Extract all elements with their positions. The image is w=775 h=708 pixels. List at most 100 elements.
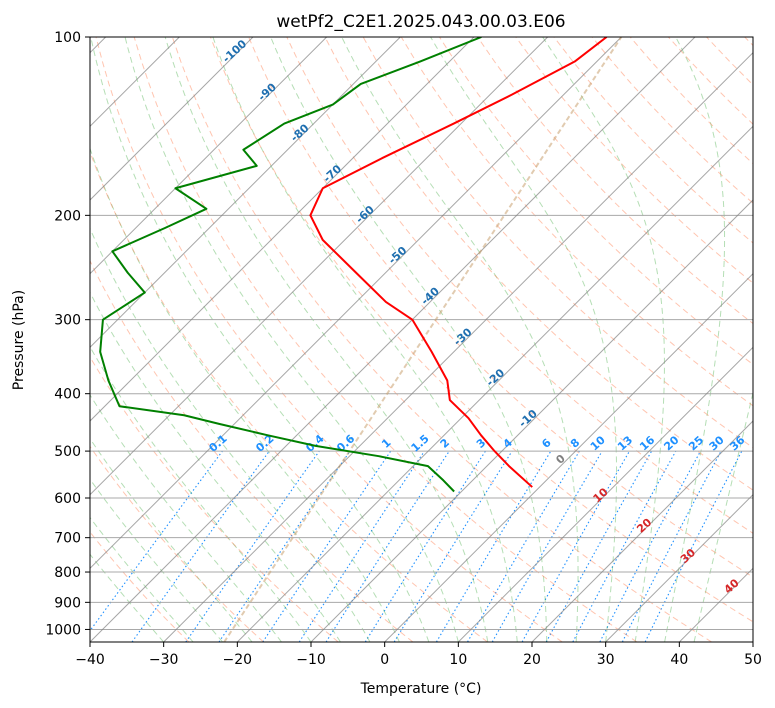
dry-adiabat	[477, 37, 753, 325]
isotherm	[90, 37, 328, 275]
mixing-ratio-line	[521, 450, 630, 642]
dry-adiabat	[171, 37, 712, 642]
y-tick-label: 1000	[45, 622, 81, 638]
moist-adiabat	[90, 345, 312, 642]
isotherm	[90, 37, 549, 496]
y-tick-label: 800	[54, 565, 81, 581]
moist-adiabat	[90, 553, 165, 642]
mixing-ratio-label: 1	[379, 436, 393, 451]
x-tick-label: −30	[149, 652, 179, 668]
isotherm	[163, 51, 753, 642]
mixing-ratio-lines	[90, 450, 743, 642]
moist-adiabat	[90, 478, 223, 642]
isobar-lines	[90, 37, 753, 630]
mixing-ratio-line	[644, 450, 743, 642]
dewpoint-line	[99, 37, 482, 493]
moist-adiabat	[90, 437, 253, 642]
dry-adiabat	[248, 37, 753, 578]
dry-adiabat	[324, 37, 753, 491]
moist-adiabat	[430, 37, 618, 642]
dry-adiabat-label: -90	[256, 80, 280, 103]
x-tick-label: −10	[296, 652, 326, 668]
dry-adiabat	[90, 356, 339, 642]
moist-adiabat-lines	[90, 37, 753, 642]
moist-adiabat	[164, 37, 489, 642]
dry-adiabat	[515, 37, 753, 284]
y-tick-label: 100	[54, 30, 81, 46]
moist-adiabat	[90, 516, 194, 642]
dry-adiabat	[133, 37, 638, 642]
isotherm	[90, 37, 475, 422]
mixing-ratio-label: 13	[615, 433, 635, 453]
x-tick-label: 20	[523, 652, 541, 668]
isotherm	[236, 125, 753, 642]
moist-adiabat-label: 40	[722, 576, 742, 596]
dry-adiabat-label: -70	[321, 162, 345, 185]
dry-adiabat-label: -30	[451, 325, 475, 348]
isotherm	[90, 37, 622, 570]
moist-adiabat	[212, 37, 518, 642]
mixing-ratio-line	[364, 450, 486, 642]
x-tick-label: −40	[75, 652, 105, 668]
contour-labels: -100-90-80-70-60-50-40-30-20-10010203040…	[206, 37, 747, 596]
x-axis-label: Temperature (°C)	[360, 681, 482, 697]
dry-adiabat-label: -60	[353, 203, 377, 226]
dry-adiabat	[95, 37, 563, 642]
isotherm	[605, 493, 753, 642]
mixing-ratio-line	[185, 450, 320, 642]
dry-adiabat	[90, 531, 190, 642]
dry-adiabat-label: -10	[516, 407, 540, 430]
moist-adiabat-label: 30	[678, 546, 698, 566]
y-tick-label: 500	[54, 444, 81, 460]
y-tick-label: 300	[54, 313, 81, 329]
y-tick-label: 200	[54, 208, 81, 224]
y-tick-label: 400	[54, 387, 81, 403]
y-tick-label: 600	[54, 491, 81, 507]
dry-adiabat	[744, 37, 753, 47]
dry-adiabat	[90, 445, 264, 642]
lcl-curve	[223, 37, 623, 642]
mixing-ratio-line	[218, 450, 351, 642]
y-tick-label: 700	[54, 531, 81, 547]
x-tick-label: −20	[223, 652, 253, 668]
moist-adiabat	[124, 37, 459, 642]
isotherm	[90, 37, 401, 349]
dry-adiabat-label: 0	[553, 452, 568, 467]
moist-adiabat	[542, 37, 665, 642]
dry-adiabat-label: -50	[386, 244, 410, 267]
mixing-ratio-label: 36	[727, 433, 747, 453]
dry-adiabat-label: -20	[484, 366, 508, 389]
moist-adiabat	[341, 37, 579, 642]
isotherm	[457, 346, 753, 642]
moist-adiabat	[664, 37, 726, 642]
sounding-series	[99, 37, 608, 493]
dry-adiabat	[90, 259, 414, 642]
isotherm	[752, 641, 753, 642]
x-axis: −40 −30 −20 −10 0 10 20 30 40 50	[75, 642, 762, 668]
mixing-ratio-label: 2	[438, 436, 452, 451]
x-tick-label: 10	[449, 652, 467, 668]
dry-adiabat-lines	[90, 37, 753, 642]
moist-adiabat	[693, 390, 753, 642]
mixing-ratio-line	[599, 450, 702, 642]
mixing-ratio-line	[435, 450, 552, 642]
mixing-ratio-line	[262, 450, 392, 642]
dry-adiabat	[210, 37, 753, 623]
x-tick-label: 40	[670, 652, 688, 668]
mixing-ratio-label: 6	[539, 436, 554, 451]
mixing-ratio-line	[131, 450, 270, 642]
x-tick-label: 30	[597, 652, 615, 668]
dry-adiabat-label: -40	[419, 284, 443, 307]
y-axis-label: Pressure (hPa)	[11, 290, 27, 390]
mixing-ratio-line	[545, 450, 653, 642]
moist-adiabat	[90, 291, 341, 642]
dry-adiabat-label: -80	[288, 121, 312, 144]
mixing-ratio-label: 3	[474, 436, 488, 451]
mixing-ratio-line	[325, 450, 450, 642]
isotherm	[90, 37, 696, 642]
moist-adiabat	[90, 147, 400, 642]
moist-adiabat	[270, 37, 548, 642]
chart-title: wetPf2_C2E1.2025.043.00.03.E06	[276, 12, 565, 32]
mixing-ratio-line	[90, 450, 223, 632]
